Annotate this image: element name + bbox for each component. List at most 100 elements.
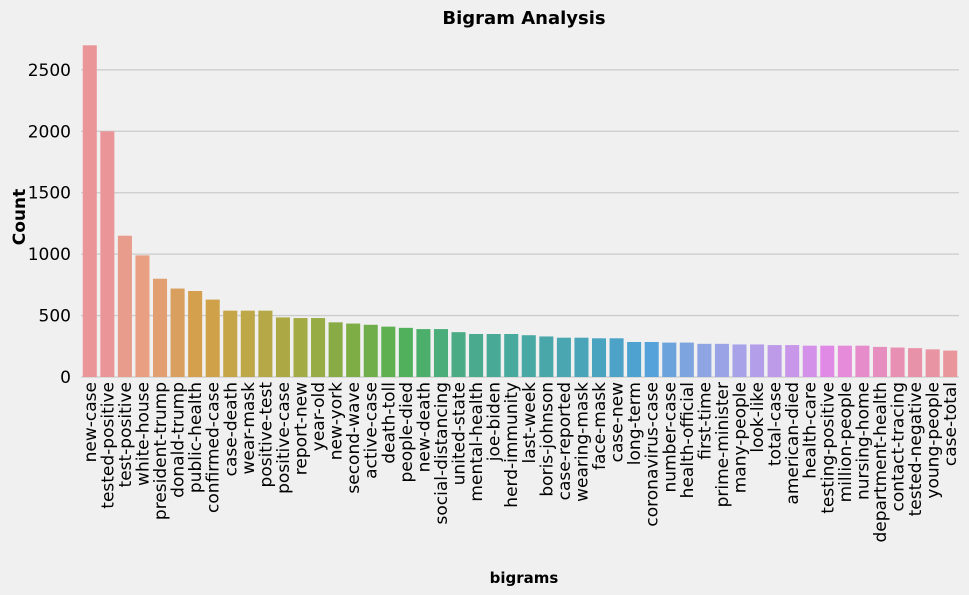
x-tick-label: number-case xyxy=(660,382,680,492)
x-tick-label: long-term xyxy=(625,382,645,465)
bar-look-like xyxy=(750,344,765,377)
bar-active-case xyxy=(363,324,378,377)
x-tick-label: mental-health xyxy=(467,382,487,502)
bar-case-new xyxy=(609,338,624,377)
y-tick-label: 2000 xyxy=(28,122,71,142)
x-tick-label: case-death xyxy=(221,382,241,476)
x-tick-label: boris-johnson xyxy=(537,382,557,497)
y-tick-label: 1000 xyxy=(28,245,71,265)
bar-social-distancing xyxy=(433,329,449,377)
x-tick-label: case-new xyxy=(608,382,628,462)
bar-public-health xyxy=(188,291,203,377)
x-tick-label: test-positive xyxy=(116,382,136,487)
x-tick-label: contact-tracing xyxy=(889,382,909,511)
bar-number-case xyxy=(662,342,677,377)
bar-new-death xyxy=(416,329,431,377)
x-tick-label: people-died xyxy=(397,382,417,483)
x-tick-label: president-trump xyxy=(151,382,171,520)
bar-tested-positive xyxy=(100,131,115,377)
bar-wearing-mask xyxy=(574,337,589,377)
bar-first-time xyxy=(697,343,712,377)
bar-case-reported xyxy=(556,337,571,377)
bar-coronavirus-case xyxy=(644,341,659,377)
bar-total-case xyxy=(767,345,782,377)
bar-long-term xyxy=(627,341,642,377)
x-tick-label: tested-negative xyxy=(906,382,926,516)
x-tick-label: total-case xyxy=(766,382,786,466)
y-tick-labels: 0 500 1000 1500 2000 2500 xyxy=(28,61,71,388)
bar-tested-negative xyxy=(908,348,923,377)
bar-million-people xyxy=(837,345,852,377)
x-tick-label: second-wave xyxy=(344,382,364,494)
x-tick-label: first-time xyxy=(695,382,715,460)
bar-mental-health xyxy=(469,334,484,377)
x-tick-label: look-like xyxy=(748,382,768,453)
bar-wear-mask xyxy=(240,310,255,377)
x-tick-label: face-mask xyxy=(590,382,610,470)
x-tick-label: wear-mask xyxy=(239,382,259,475)
chart-title: Bigram Analysis xyxy=(442,8,605,29)
bar-case-death xyxy=(223,310,238,377)
bar-last-week xyxy=(521,335,536,377)
x-tick-label: new-york xyxy=(327,382,347,460)
x-tick-label: white-house xyxy=(133,382,153,486)
x-tick-label: positive-test xyxy=(256,382,276,488)
x-tick-label: confirmed-case xyxy=(204,382,224,513)
bar-health-official xyxy=(679,342,694,377)
x-tick-label: million-people xyxy=(836,382,856,502)
x-tick-label: last-week xyxy=(520,382,540,464)
y-axis-label: Count xyxy=(10,189,30,246)
bar-donald-trump xyxy=(170,288,185,377)
bar-contact-tracing xyxy=(890,347,905,377)
x-tick-label: coronavirus-case xyxy=(643,382,663,527)
bars xyxy=(82,45,958,378)
x-tick-label: donald-trump xyxy=(169,382,189,498)
x-tick-label: new-case xyxy=(81,382,101,462)
x-tick-label: year-old xyxy=(309,382,329,451)
x-tick-label: testing-positive xyxy=(818,382,838,514)
bar-white-house xyxy=(135,255,150,377)
bar-united-state xyxy=(451,332,466,377)
x-axis-label: bigrams xyxy=(490,569,559,587)
x-tick-label: case-reported xyxy=(555,382,575,500)
x-tick-label: report-new xyxy=(292,382,312,475)
x-tick-label: young-people xyxy=(924,382,944,499)
bar-president-trump xyxy=(152,278,168,377)
x-tick-label: health-care xyxy=(801,382,821,479)
bar-joe-biden xyxy=(486,334,501,377)
bar-boris-johnson xyxy=(539,336,554,377)
x-tick-label: public-health xyxy=(186,382,206,493)
y-tick-label: 500 xyxy=(39,307,71,327)
bar-people-died xyxy=(398,327,413,377)
y-tick-label: 2500 xyxy=(28,61,71,81)
bar-report-new xyxy=(293,318,308,377)
y-tick-label: 0 xyxy=(60,368,71,388)
bar-young-people xyxy=(925,349,940,377)
bar-confirmed-case xyxy=(205,299,220,377)
bar-death-toll xyxy=(381,326,396,377)
x-tick-label: social-distancing xyxy=(432,382,452,524)
x-tick-labels: new-casetested-positivetest-positivewhit… xyxy=(81,382,961,543)
bar-department-health xyxy=(872,346,888,377)
x-tick-label: case-total xyxy=(941,382,961,466)
x-tick-label: wearing-mask xyxy=(572,382,592,502)
bar-positive-test xyxy=(258,310,273,377)
x-tick-label: joe-biden xyxy=(485,382,505,462)
bar-test-positive xyxy=(117,235,132,377)
x-tick-label: health-official xyxy=(678,382,698,498)
bar-herd-immunity xyxy=(504,334,519,377)
x-tick-label: new-death xyxy=(414,382,434,472)
bar-health-care xyxy=(802,345,817,377)
x-tick-label: positive-case xyxy=(274,382,294,494)
bar-new-york xyxy=(328,322,343,377)
x-tick-label: herd-immunity xyxy=(502,382,522,508)
x-tick-label: many-people xyxy=(731,382,751,493)
bar-nursing-home xyxy=(855,345,870,377)
x-tick-label: department-health xyxy=(871,382,891,543)
x-tick-label: death-toll xyxy=(379,382,399,464)
bar-year-old xyxy=(311,318,326,377)
bar-new-case xyxy=(82,45,97,378)
bar-case-total xyxy=(943,350,958,377)
bar-face-mask xyxy=(591,338,607,377)
